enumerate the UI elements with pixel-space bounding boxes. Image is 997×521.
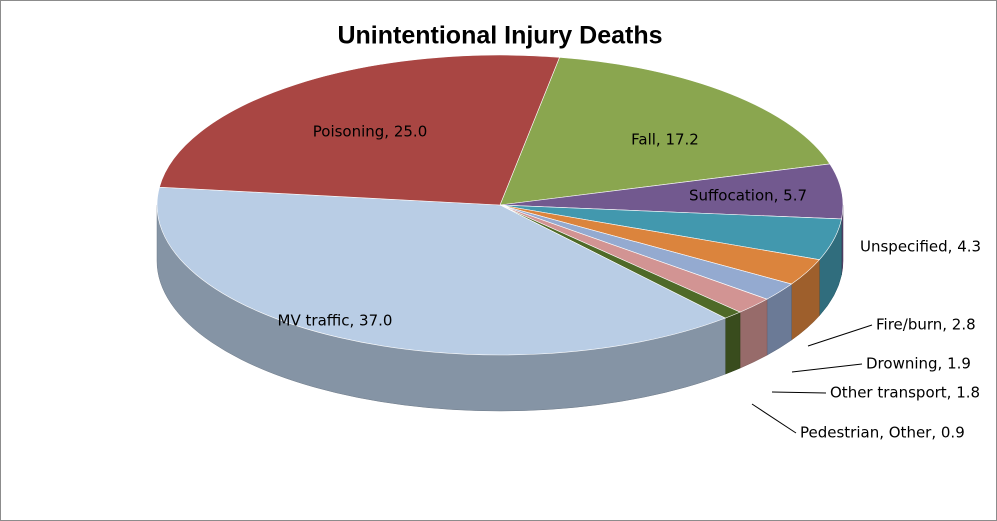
slice [499,163,844,220]
data-label: Fall, 17.2 [631,131,699,149]
leader-line [771,391,827,394]
data-label: Drowning, 1.9 [866,355,971,373]
slice-side [725,311,741,375]
data-label: Pedestrian, Other, 0.9 [800,424,965,442]
data-label: Unspecified, 4.3 [860,238,981,256]
slice [159,54,560,206]
data-label: Other transport, 1.8 [830,384,980,402]
leader-line [791,363,863,373]
leader-line [807,324,873,347]
slice [156,186,727,356]
slice [499,56,831,206]
data-label: Poisoning, 25.0 [313,123,428,141]
data-label: MV traffic, 37.0 [278,312,393,330]
leader-line [751,403,797,434]
data-label: Suffocation, 5.7 [689,187,807,205]
data-label: Fire/burn, 2.8 [876,316,976,334]
chart-title: Unintentional Injury Deaths [337,22,662,50]
